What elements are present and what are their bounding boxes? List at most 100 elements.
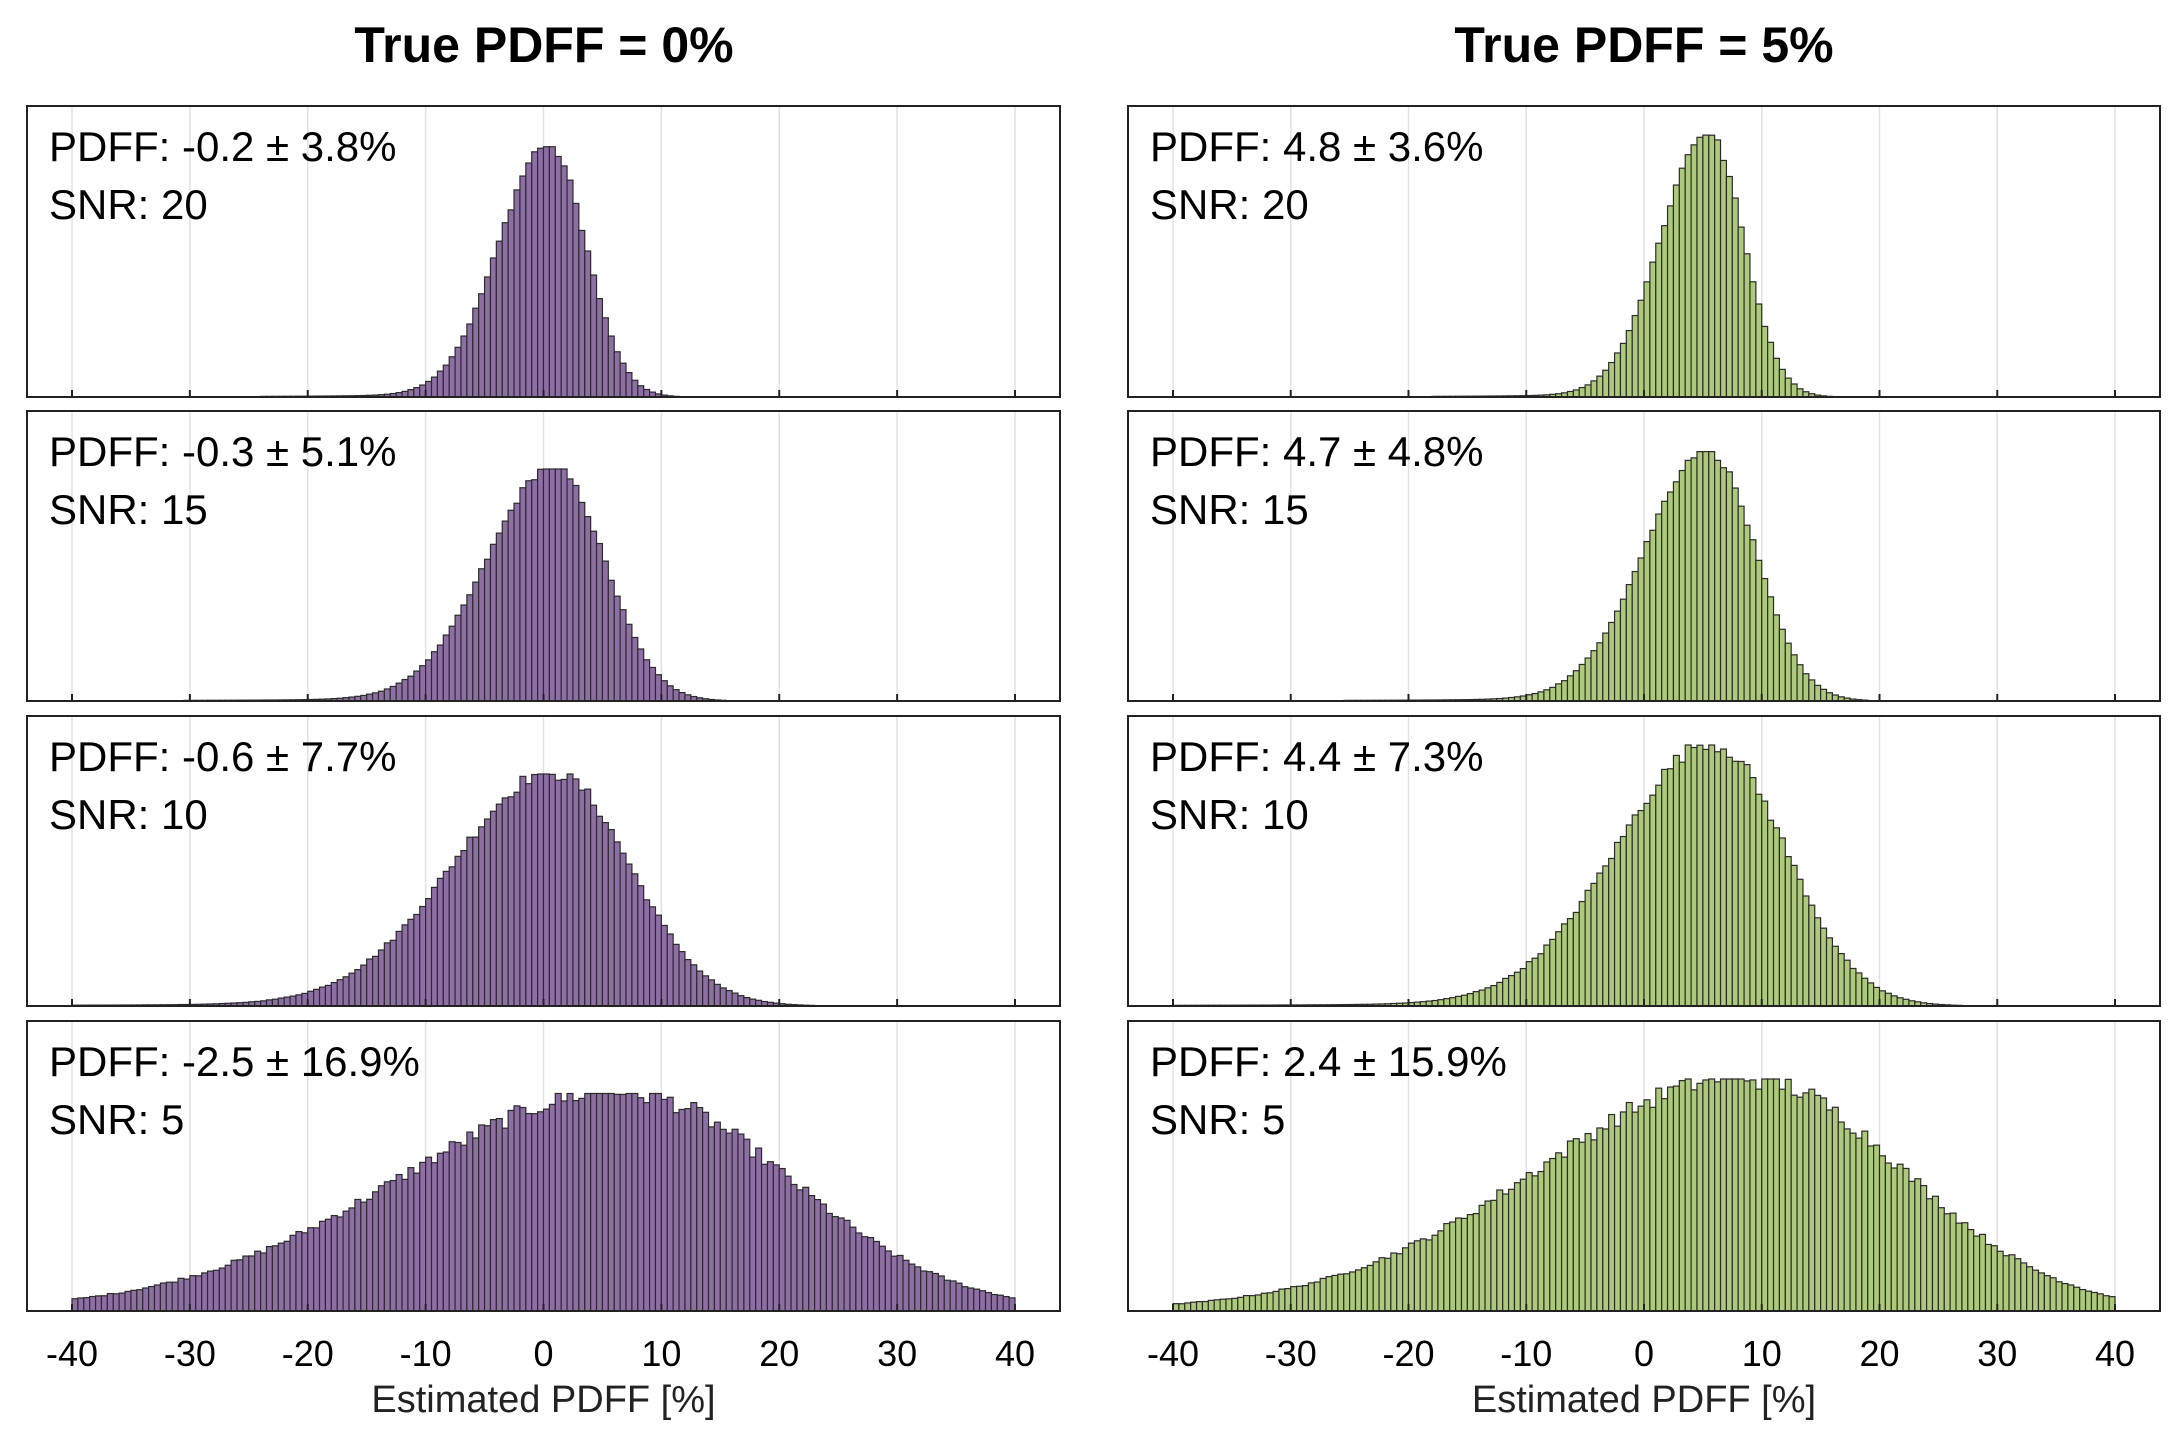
histogram-bar [560, 1100, 568, 1312]
histogram-bar [483, 558, 492, 702]
snr-label: SNR: 20 [49, 181, 208, 228]
histogram-bar [1837, 1121, 1845, 1312]
histogram-bar [1719, 159, 1728, 398]
histogram-bar [2031, 1269, 2040, 1312]
histogram-bar [436, 370, 444, 398]
histogram-bar [1802, 1092, 1810, 1312]
histogram-bar [584, 788, 592, 1007]
histogram-bar [1790, 383, 1798, 398]
histogram-bar [1808, 679, 1816, 702]
histogram-bar [330, 1214, 338, 1312]
histogram-bar [1466, 1214, 1474, 1312]
histogram-bar [448, 625, 456, 702]
histogram-bar [1896, 997, 1904, 1007]
histogram-bar [731, 1128, 739, 1312]
histogram-panel: PDFF: -0.6 ± 7.7% SNR: 10 [26, 715, 1061, 1007]
histogram-bar [1643, 1099, 1651, 1312]
histogram-bar [1690, 457, 1698, 702]
histogram-bar [1690, 1089, 1698, 1312]
histogram-bar [825, 1212, 833, 1312]
histogram-bar [1596, 1127, 1604, 1312]
histogram-bar [277, 997, 285, 1007]
histogram-bar [1507, 974, 1516, 1007]
histogram-bar [1902, 1167, 1910, 1312]
histogram-bar [601, 1092, 609, 1312]
histogram-bar [1767, 819, 1775, 1007]
histogram-panel: PDFF: -0.2 ± 3.8% SNR: 20 [26, 105, 1061, 398]
histogram-bar [271, 1245, 279, 1312]
pdff-stat-label: PDFF: 4.8 ± 3.6% [1150, 123, 1484, 170]
histogram-bar [489, 543, 497, 702]
histogram-bar [643, 388, 651, 398]
histogram-bar [1396, 1253, 1404, 1312]
histogram-bar [1619, 835, 1627, 1007]
histogram-bar [637, 385, 645, 398]
histogram-bar [1513, 971, 1521, 1007]
histogram-bar [1843, 1128, 1851, 1312]
histogram-bar [401, 678, 409, 702]
histogram-bar [1566, 918, 1574, 1007]
histogram-bar [1407, 1242, 1415, 1312]
histogram-bar [1702, 134, 1710, 398]
histogram-bar [401, 924, 409, 1007]
histogram-bar [513, 1105, 521, 1312]
histogram-bar [542, 146, 550, 398]
histogram-bar [1560, 923, 1569, 1007]
histogram-bar [1608, 1113, 1616, 1312]
histogram-bar [1560, 680, 1569, 702]
histogram-bar [1714, 139, 1722, 398]
histogram-bar [1619, 1111, 1627, 1312]
histogram-bar [112, 1293, 120, 1312]
x-axis-label: Estimated PDFF [%] [1472, 1379, 1816, 1421]
histogram-bar [1466, 992, 1474, 1007]
histogram-bar [377, 949, 385, 1007]
histogram-bar [666, 933, 674, 1007]
histogram-bar [472, 1137, 480, 1312]
pdff-stat-label: PDFF: 4.4 ± 7.3% [1150, 733, 1484, 780]
x-tick-label: 0 [1634, 1333, 1654, 1374]
histogram-bar [1566, 1140, 1574, 1312]
histogram-bar [1961, 1222, 1969, 1312]
histogram-bar [1737, 760, 1745, 1007]
histogram-bar [1602, 1128, 1610, 1312]
histogram-bar [702, 975, 710, 1007]
histogram-bar [1608, 361, 1616, 398]
histogram-bar [931, 1272, 939, 1312]
histogram-bar [819, 1203, 827, 1312]
histogram-bar [1725, 756, 1733, 1007]
histogram-bar [289, 1234, 297, 1312]
histogram-bar [1643, 540, 1651, 702]
histogram-bar [1525, 1171, 1533, 1312]
x-tick-label: 30 [877, 1333, 917, 1374]
histogram-bar [1996, 1250, 2004, 1312]
histogram-bar [914, 1266, 922, 1312]
histogram-bar [590, 274, 598, 398]
histogram-bar [690, 964, 698, 1007]
histogram-bar [584, 516, 592, 702]
histogram-bar [395, 1173, 403, 1312]
histogram-bar [578, 789, 586, 1007]
histogram-bar [1737, 1078, 1745, 1312]
histogram-bar [737, 995, 745, 1007]
histogram-bars [71, 1092, 1016, 1312]
histogram-bar [478, 568, 486, 702]
histogram-bar [324, 1218, 332, 1312]
histogram-bar [1507, 1188, 1516, 1312]
pdff-stat-label: PDFF: -0.2 ± 3.8% [49, 123, 396, 170]
histogram-bar [1949, 1212, 1957, 1312]
histogram-bar [283, 996, 291, 1007]
histogram-bar [360, 1201, 368, 1312]
histogram-bar [1784, 377, 1792, 398]
histogram-bar [1537, 953, 1545, 1007]
histogram-bar [548, 1103, 556, 1312]
histogram-bar [448, 866, 456, 1007]
histogram-bar [206, 1270, 215, 1312]
histogram-bar [436, 644, 444, 702]
histogram-bar [1737, 505, 1745, 702]
histogram-bar [254, 1250, 262, 1312]
histogram-bar [560, 165, 568, 398]
x-tick-label: -10 [400, 1333, 452, 1374]
x-tick-label: -30 [1265, 1333, 1317, 1374]
histogram-bar [1543, 1161, 1551, 1312]
histogram-bar [943, 1279, 951, 1312]
